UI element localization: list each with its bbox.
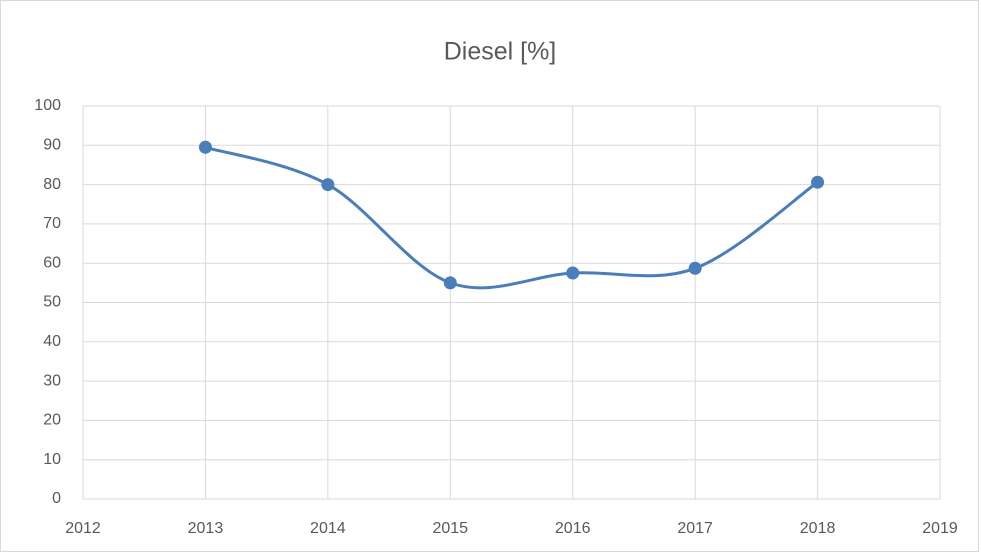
x-tick-label: 2012: [65, 520, 101, 537]
marker: [321, 178, 335, 192]
y-tick-label: 10: [43, 451, 61, 468]
y-tick-label: 40: [43, 333, 61, 350]
line: [203, 145, 820, 290]
y-tick-label: 30: [43, 372, 61, 389]
y-tick-label: 90: [43, 137, 61, 154]
y-tick-label: 60: [43, 254, 61, 271]
y-tick-label: 20: [43, 412, 61, 429]
y-tick-label: 100: [34, 97, 61, 114]
y-tick-label: 50: [43, 294, 61, 311]
y-tick-label: 0: [52, 490, 61, 507]
x-tick-label: 2019: [922, 520, 958, 537]
chart-title: Diesel [%]: [444, 38, 557, 66]
x-tick-label: 2018: [800, 520, 836, 537]
x-tick-label: 2017: [677, 520, 713, 537]
marker: [198, 140, 212, 154]
marker: [811, 175, 825, 189]
x-tick-label: 2016: [555, 520, 591, 537]
x-tick-label: 2014: [310, 520, 346, 537]
y-tick-label: 70: [43, 215, 61, 232]
x-tick-label: 2013: [188, 520, 224, 537]
marker: [688, 261, 702, 275]
y-tick-label: 80: [43, 176, 61, 193]
marker: [566, 266, 580, 280]
x-tick-label: 2015: [432, 520, 468, 537]
marker: [443, 276, 457, 290]
